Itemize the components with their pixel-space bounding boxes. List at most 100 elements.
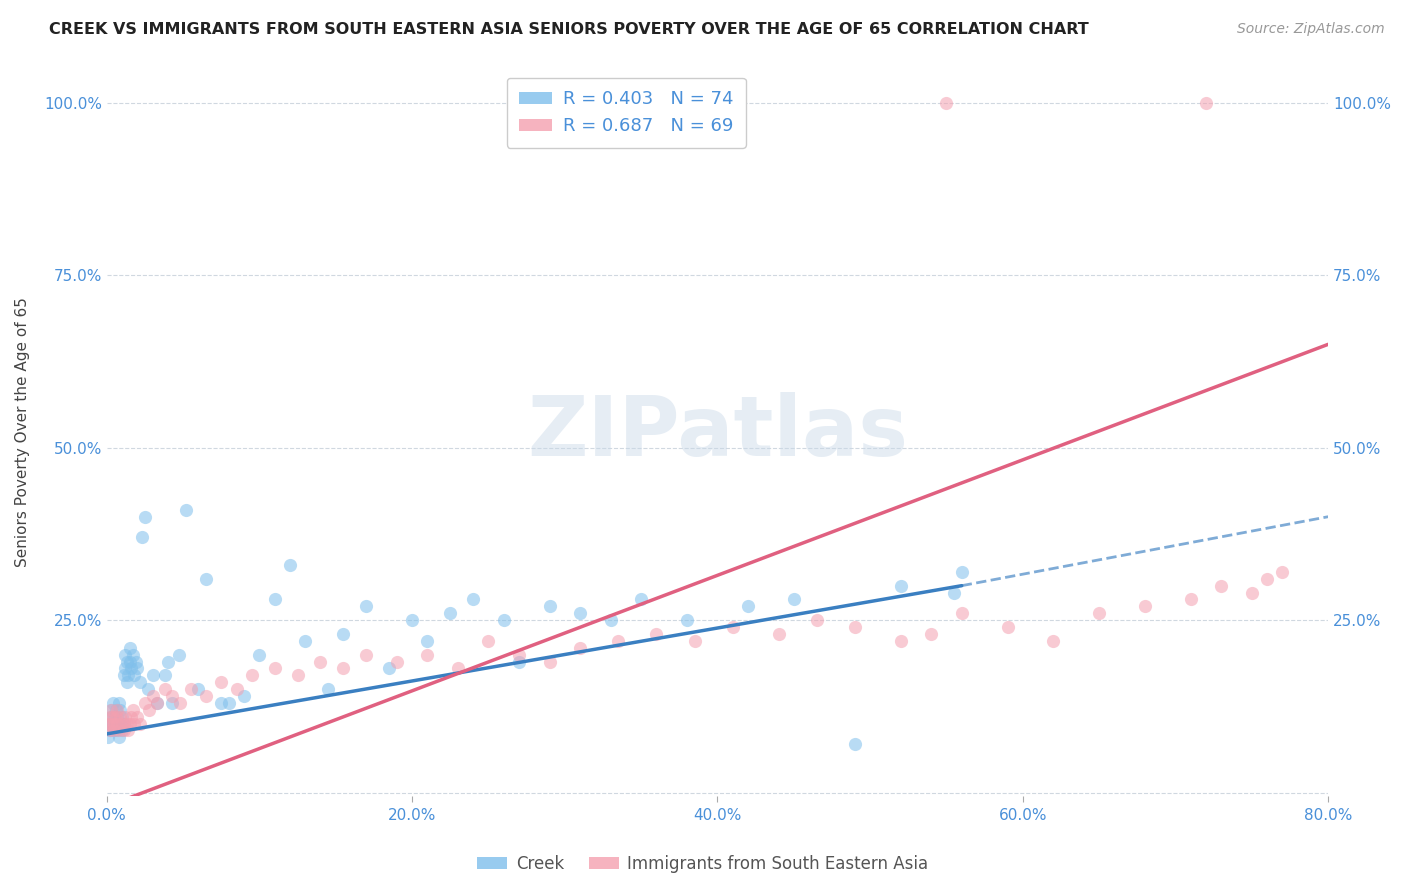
Point (98, 716, 121, 731)
Point (146, 696, 169, 710)
Point (115, 716, 138, 731)
Point (115, 675, 138, 690)
Point (209, 696, 232, 710)
Point (683, 633, 706, 648)
Point (233, 689, 256, 703)
Point (1271, 565, 1294, 579)
Point (737, 599, 759, 614)
Point (121, 648, 143, 662)
Point (538, 655, 561, 669)
Point (104, 703, 127, 717)
Point (332, 661, 354, 675)
Point (1042, 633, 1064, 648)
Point (950, 607, 973, 621)
Point (114, 648, 136, 662)
Point (129, 675, 152, 690)
Point (249, 648, 271, 662)
Point (107, 723, 129, 738)
Point (890, 579, 912, 593)
Point (278, 558, 301, 572)
Point (378, 661, 401, 675)
Point (920, 627, 942, 641)
Point (508, 648, 530, 662)
Point (263, 661, 285, 675)
Point (101, 716, 124, 731)
Point (98, 723, 121, 738)
Point (162, 689, 184, 703)
Point (997, 620, 1019, 634)
Point (783, 592, 806, 607)
Point (508, 655, 530, 669)
Point (416, 633, 439, 648)
Point (1133, 599, 1156, 614)
Point (100, 716, 122, 731)
Point (356, 599, 378, 614)
Point (120, 709, 142, 723)
Point (107, 709, 129, 723)
Point (935, 95, 957, 110)
Point (111, 723, 134, 738)
Point (134, 509, 156, 524)
Point (492, 613, 515, 627)
Point (721, 620, 744, 634)
Point (806, 613, 828, 627)
Point (114, 661, 136, 675)
Point (153, 668, 176, 682)
Point (98, 709, 121, 723)
Point (599, 613, 621, 627)
Point (122, 716, 145, 731)
Point (131, 530, 153, 544)
Point (943, 585, 966, 599)
Point (111, 716, 134, 731)
Point (225, 682, 247, 697)
Point (127, 709, 149, 723)
Point (112, 723, 135, 738)
Point (263, 592, 285, 607)
Point (569, 607, 592, 621)
Point (1195, 95, 1218, 110)
Point (107, 716, 129, 731)
Point (118, 655, 141, 669)
Point (97, 716, 120, 731)
Point (607, 633, 630, 648)
Point (1211, 579, 1233, 593)
Point (100, 709, 122, 723)
Point (385, 655, 408, 669)
Point (209, 675, 232, 690)
Point (138, 703, 160, 717)
Point (103, 723, 125, 738)
Point (162, 696, 184, 710)
Point (950, 565, 973, 579)
Point (169, 696, 191, 710)
Point (134, 696, 156, 710)
Point (136, 682, 159, 697)
Point (110, 703, 132, 717)
Point (129, 716, 152, 731)
Point (118, 716, 141, 731)
Point (121, 703, 143, 717)
Point (122, 668, 145, 682)
Point (218, 696, 240, 710)
Text: ZIPatlas: ZIPatlas (527, 392, 908, 473)
Point (294, 633, 316, 648)
Point (167, 648, 190, 662)
Point (174, 503, 197, 517)
Point (104, 709, 127, 723)
Point (401, 613, 423, 627)
Point (768, 627, 790, 641)
Point (240, 668, 263, 682)
Text: Source: ZipAtlas.com: Source: ZipAtlas.com (1237, 22, 1385, 37)
Point (108, 723, 131, 738)
Point (101, 696, 124, 710)
Point (356, 648, 378, 662)
Point (416, 648, 439, 662)
Point (103, 723, 125, 738)
Point (125, 655, 148, 669)
Point (463, 592, 485, 607)
Point (98, 723, 121, 738)
Point (114, 709, 136, 723)
Point (118, 640, 141, 655)
Point (569, 640, 592, 655)
Point (100, 703, 122, 717)
Legend: Creek, Immigrants from South Eastern Asia: Creek, Immigrants from South Eastern Asi… (471, 848, 935, 880)
